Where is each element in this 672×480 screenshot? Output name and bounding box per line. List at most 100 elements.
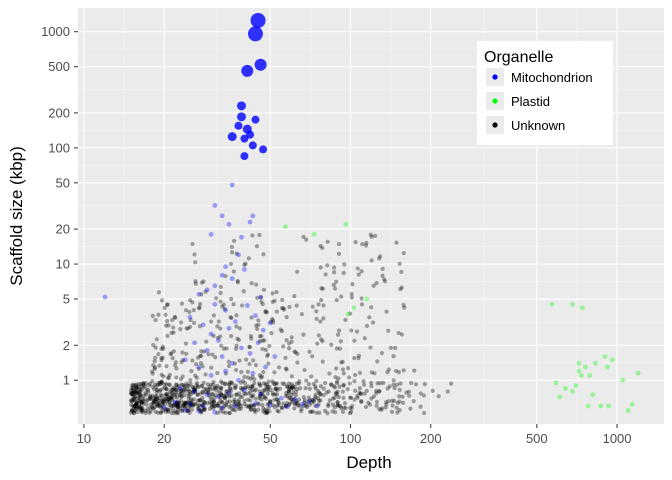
unknown-point (240, 378, 246, 384)
unknown-point (248, 390, 253, 395)
unknown-point (293, 389, 299, 395)
unknown-point (294, 303, 299, 308)
unknown-point (294, 381, 299, 386)
unknown-point (243, 391, 248, 397)
unknown-point (161, 386, 166, 391)
mitochondrion-point (232, 319, 238, 324)
unknown-point (182, 393, 187, 398)
unknown-point (192, 388, 197, 393)
unknown-point (407, 393, 412, 398)
unknown-point (264, 410, 270, 415)
unknown-point (164, 386, 169, 392)
unknown-point (161, 374, 166, 379)
unknown-point (193, 373, 198, 378)
unknown-point (181, 402, 186, 407)
unknown-point (304, 378, 309, 383)
plastid-point (629, 401, 635, 407)
unknown-point (233, 346, 239, 351)
unknown-point (283, 394, 289, 399)
unknown-point (261, 287, 267, 292)
unknown-point (318, 392, 323, 397)
unknown-point (209, 403, 215, 408)
unknown-point (137, 404, 143, 409)
unknown-point (333, 410, 338, 415)
unknown-point (335, 403, 340, 408)
unknown-point (289, 382, 294, 387)
unknown-point (151, 398, 157, 403)
unknown-point (160, 402, 165, 407)
unknown-point (250, 394, 255, 399)
unknown-point (337, 403, 342, 408)
unknown-point (158, 393, 163, 398)
unknown-point (159, 346, 164, 352)
unknown-point (163, 398, 168, 403)
unknown-point (175, 405, 180, 410)
unknown-point (359, 302, 365, 307)
unknown-point (326, 403, 331, 409)
unknown-point (138, 390, 143, 395)
unknown-point (348, 395, 353, 400)
unknown-point (329, 382, 334, 387)
unknown-point (397, 407, 402, 413)
unknown-point (279, 405, 284, 410)
unknown-point (154, 402, 160, 407)
unknown-point (196, 306, 201, 311)
unknown-point (149, 402, 154, 407)
unknown-point (132, 408, 137, 414)
unknown-point (199, 409, 204, 414)
unknown-point (222, 306, 227, 312)
unknown-point (190, 403, 195, 408)
x-tick-label: 10 (77, 431, 91, 446)
unknown-point (401, 250, 406, 256)
unknown-point (281, 306, 286, 311)
unknown-point (242, 380, 248, 386)
unknown-point (353, 240, 358, 245)
unknown-point (338, 404, 343, 409)
unknown-point (287, 401, 292, 406)
unknown-point (274, 396, 279, 402)
unknown-point (144, 402, 149, 407)
unknown-point (309, 409, 314, 414)
x-tick-label: 20 (157, 431, 171, 446)
mitochondrion-point (242, 266, 247, 272)
unknown-point (364, 240, 369, 246)
unknown-point (199, 410, 204, 415)
unknown-point (380, 273, 385, 278)
unknown-point (131, 410, 136, 415)
unknown-point (400, 394, 405, 399)
unknown-point (155, 400, 161, 405)
unknown-point (368, 345, 373, 350)
unknown-point (132, 394, 137, 399)
unknown-point (257, 339, 262, 344)
unknown-point (209, 404, 214, 409)
unknown-point (370, 320, 376, 325)
unknown-point (249, 315, 254, 320)
unknown-point (369, 396, 374, 401)
unknown-point (333, 375, 338, 380)
unknown-point (257, 334, 262, 339)
unknown-point (164, 364, 169, 369)
mitochondrion-point (246, 130, 255, 139)
mitochondrion-point (278, 395, 284, 401)
mitochondrion-point (226, 325, 232, 331)
unknown-point (353, 388, 358, 393)
unknown-point (129, 399, 135, 404)
unknown-point (260, 392, 265, 397)
unknown-point (273, 381, 279, 386)
unknown-point (141, 380, 146, 385)
unknown-point (177, 393, 182, 398)
unknown-point (357, 370, 363, 375)
unknown-point (329, 342, 334, 347)
unknown-point (232, 385, 237, 390)
unknown-point (293, 350, 298, 355)
unknown-point (313, 392, 318, 397)
unknown-point (273, 386, 278, 391)
unknown-point (334, 297, 339, 303)
mitochondrion-point (226, 221, 232, 227)
unknown-point (249, 407, 254, 412)
unknown-point (309, 400, 314, 405)
unknown-point (157, 403, 163, 409)
mitochondrion-point (250, 12, 266, 28)
unknown-point (200, 389, 205, 395)
unknown-point (156, 312, 161, 317)
